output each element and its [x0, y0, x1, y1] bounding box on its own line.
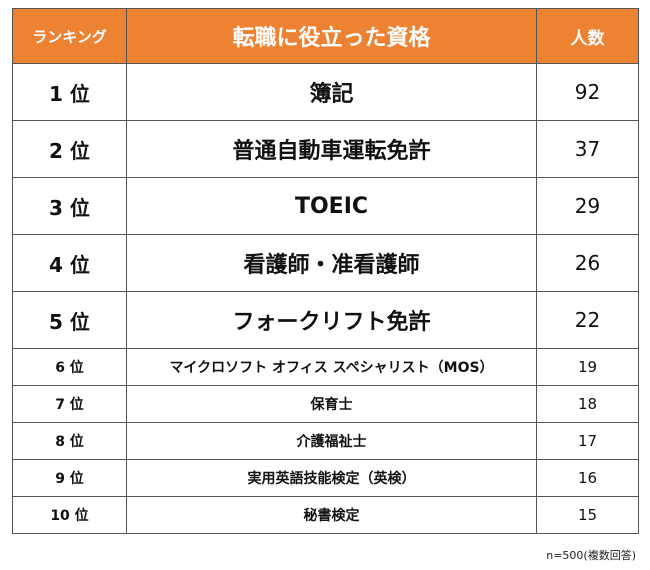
qualification-cell: TOEIC	[126, 177, 537, 235]
rank-cell: 4 位	[12, 234, 127, 292]
rank-cell: 5 位	[12, 291, 127, 349]
count-cell: 29	[536, 177, 639, 235]
header-qualification: 転職に役立った資格	[126, 8, 537, 64]
rank-cell: 6 位	[12, 348, 127, 386]
rank-cell: 2 位	[12, 120, 127, 178]
ranking-table-container: ランキング 転職に役立った資格 人数 1 位 簿記 92 2 位 普通自動車運転…	[12, 8, 639, 534]
count-cell: 92	[536, 63, 639, 121]
table-row: 8 位 介護福祉士 17	[12, 422, 639, 460]
table-row: 1 位 簿記 92	[12, 63, 639, 121]
count-cell: 18	[536, 385, 639, 423]
table-row: 3 位 TOEIC 29	[12, 177, 639, 235]
count-cell: 37	[536, 120, 639, 178]
rank-cell: 7 位	[12, 385, 127, 423]
header-rank: ランキング	[12, 8, 127, 64]
table-row: 10 位 秘書検定 15	[12, 496, 639, 534]
header-count: 人数	[536, 8, 639, 64]
rank-cell: 10 位	[12, 496, 127, 534]
rank-cell: 1 位	[12, 63, 127, 121]
qualification-cell: 普通自動車運転免許	[126, 120, 537, 178]
rank-cell: 9 位	[12, 459, 127, 497]
count-cell: 15	[536, 496, 639, 534]
qualification-cell: 介護福祉士	[126, 422, 537, 460]
table-row: 2 位 普通自動車運転免許 37	[12, 120, 639, 178]
count-cell: 22	[536, 291, 639, 349]
table-body: 1 位 簿記 92 2 位 普通自動車運転免許 37 3 位 TOEIC 29 …	[12, 63, 639, 534]
qualification-cell: 秘書検定	[126, 496, 537, 534]
qualification-cell: 簿記	[126, 63, 537, 121]
count-cell: 19	[536, 348, 639, 386]
qualification-cell: 保育士	[126, 385, 537, 423]
qualification-cell: 看護師・准看護師	[126, 234, 537, 292]
table-row: 7 位 保育士 18	[12, 385, 639, 423]
rank-cell: 8 位	[12, 422, 127, 460]
table-header: ランキング 転職に役立った資格 人数	[12, 8, 639, 64]
header-row: ランキング 転職に役立った資格 人数	[12, 8, 639, 64]
table-row: 9 位 実用英語技能検定（英検） 16	[12, 459, 639, 497]
qualification-cell: フォークリフト免許	[126, 291, 537, 349]
table-row: 5 位 フォークリフト免許 22	[12, 291, 639, 349]
rank-cell: 3 位	[12, 177, 127, 235]
count-cell: 17	[536, 422, 639, 460]
ranking-table: ランキング 転職に役立った資格 人数 1 位 簿記 92 2 位 普通自動車運転…	[12, 8, 639, 534]
count-cell: 16	[536, 459, 639, 497]
table-row: 6 位 マイクロソフト オフィス スペシャリスト（MOS） 19	[12, 348, 639, 386]
count-cell: 26	[536, 234, 639, 292]
sample-size-note: n=500(複数回答)	[546, 549, 636, 562]
table-row: 4 位 看護師・准看護師 26	[12, 234, 639, 292]
qualification-cell: 実用英語技能検定（英検）	[126, 459, 537, 497]
qualification-cell: マイクロソフト オフィス スペシャリスト（MOS）	[126, 348, 537, 386]
